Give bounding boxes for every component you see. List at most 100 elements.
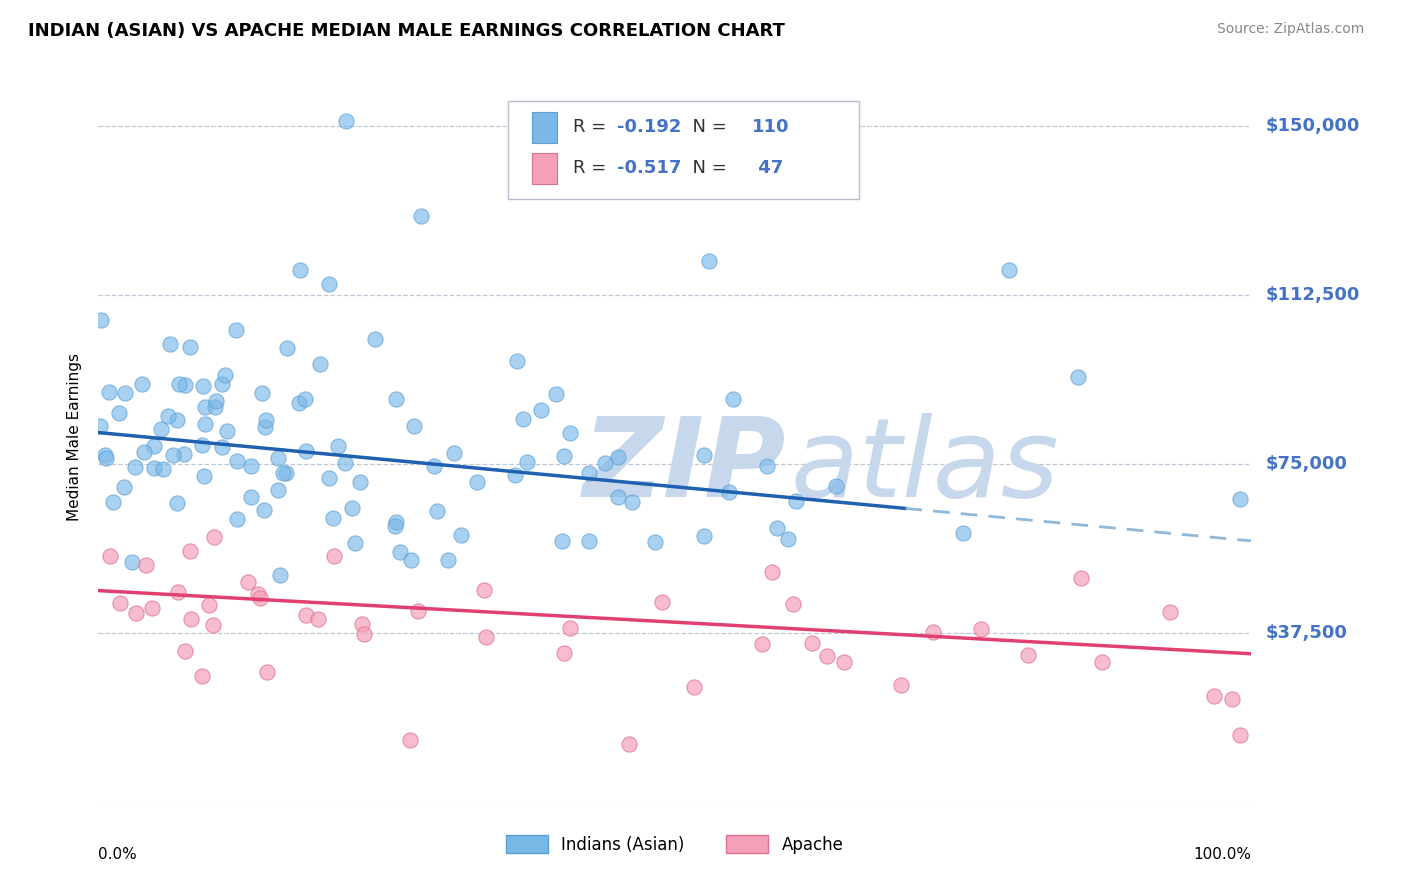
- Point: [191, 438, 214, 452]
- Text: atlas: atlas: [790, 413, 1059, 520]
- Point: [721, 392, 744, 407]
- FancyBboxPatch shape: [508, 101, 859, 200]
- Point: [718, 485, 741, 500]
- Text: R =: R =: [574, 160, 613, 178]
- Point: [179, 543, 201, 558]
- Point: [274, 467, 297, 481]
- Point: [436, 552, 458, 566]
- Point: [307, 612, 329, 626]
- Point: [349, 475, 371, 489]
- Point: [530, 403, 553, 417]
- Point: [607, 450, 630, 464]
- Point: [472, 582, 495, 597]
- Point: [202, 618, 225, 632]
- Point: [166, 413, 188, 427]
- Point: [952, 526, 974, 541]
- Point: [335, 114, 357, 128]
- Point: [1229, 492, 1251, 507]
- Point: [98, 549, 121, 563]
- Point: [423, 458, 446, 473]
- Point: [998, 263, 1021, 277]
- Text: $112,500: $112,500: [1265, 285, 1360, 304]
- Point: [342, 500, 364, 515]
- Point: [578, 533, 600, 548]
- Point: [295, 607, 318, 622]
- Point: [1220, 692, 1243, 706]
- Point: [149, 421, 172, 435]
- Point: [236, 574, 259, 589]
- Point: [143, 461, 166, 475]
- Point: [644, 535, 666, 549]
- Point: [801, 636, 824, 650]
- Point: [921, 624, 943, 639]
- Point: [1091, 655, 1114, 669]
- Point: [970, 622, 993, 636]
- Point: [159, 337, 181, 351]
- Text: R =: R =: [574, 119, 613, 136]
- Point: [191, 669, 214, 683]
- Point: [550, 534, 572, 549]
- Point: [388, 544, 411, 558]
- Point: [253, 420, 276, 434]
- Point: [202, 531, 225, 545]
- Point: [96, 451, 118, 466]
- Point: [271, 466, 294, 480]
- Point: [180, 612, 202, 626]
- Point: [560, 425, 582, 440]
- Point: [384, 519, 406, 533]
- Point: [399, 552, 422, 566]
- Point: [503, 468, 526, 483]
- Point: [173, 644, 195, 658]
- Text: N =: N =: [681, 119, 733, 136]
- Point: [198, 598, 221, 612]
- Point: [443, 445, 465, 459]
- Point: [384, 516, 406, 530]
- Point: [249, 591, 271, 605]
- Point: [276, 342, 298, 356]
- Point: [295, 444, 318, 458]
- Point: [269, 567, 291, 582]
- Point: [751, 636, 773, 650]
- Point: [353, 626, 375, 640]
- Point: [290, 263, 312, 277]
- Point: [214, 368, 236, 382]
- Point: [252, 385, 274, 400]
- Point: [364, 332, 387, 346]
- Point: [322, 549, 344, 563]
- Point: [782, 598, 804, 612]
- Point: [132, 445, 155, 459]
- Point: [778, 533, 800, 547]
- Point: [266, 451, 288, 466]
- Point: [108, 596, 131, 610]
- Point: [693, 529, 716, 543]
- Point: [683, 680, 706, 694]
- Point: [94, 448, 117, 462]
- FancyBboxPatch shape: [531, 112, 557, 143]
- Point: [194, 400, 217, 414]
- Point: [246, 587, 269, 601]
- Point: [174, 377, 197, 392]
- Point: [167, 377, 190, 392]
- Point: [204, 400, 226, 414]
- Point: [467, 475, 489, 489]
- Point: [558, 621, 581, 635]
- Point: [256, 665, 278, 679]
- Point: [239, 459, 262, 474]
- Point: [1202, 690, 1225, 704]
- Point: [450, 528, 472, 542]
- Point: [593, 456, 616, 470]
- Point: [309, 357, 332, 371]
- Point: [318, 277, 340, 291]
- Point: [352, 616, 374, 631]
- Text: $37,500: $37,500: [1265, 624, 1347, 642]
- Point: [252, 502, 274, 516]
- Point: [475, 630, 498, 644]
- Point: [205, 393, 228, 408]
- Point: [215, 424, 238, 438]
- Text: $75,000: $75,000: [1265, 455, 1347, 473]
- Point: [179, 340, 201, 354]
- Point: [166, 496, 188, 510]
- Point: [108, 406, 131, 420]
- Point: [402, 418, 425, 433]
- Point: [267, 483, 290, 498]
